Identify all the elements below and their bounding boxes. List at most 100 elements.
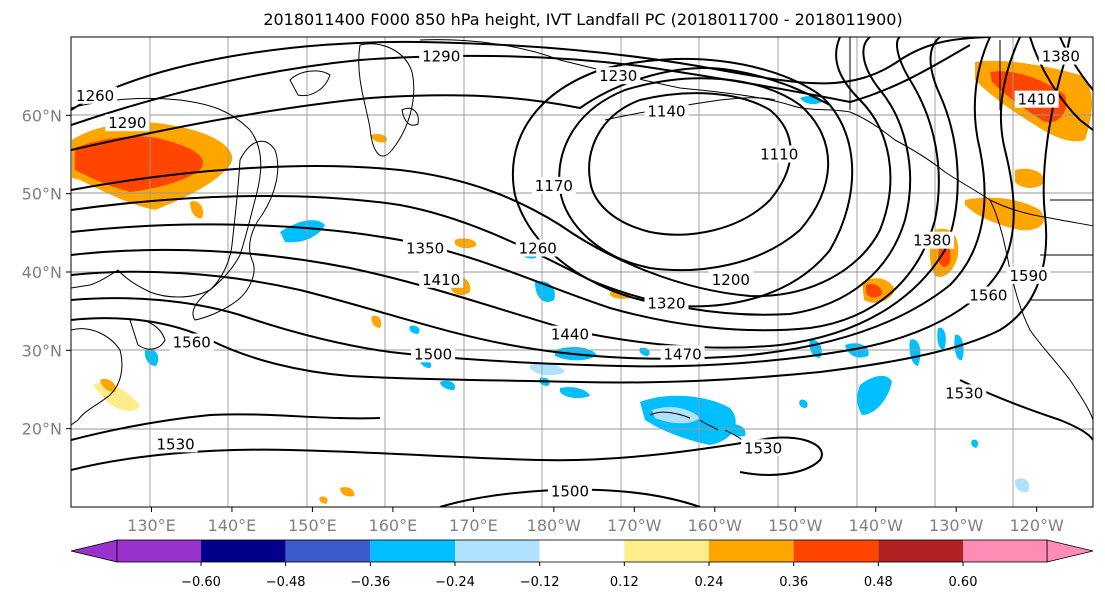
contour-label-bg (419, 47, 464, 65)
contour-label: 1170 (535, 177, 573, 195)
contour-label-bg (910, 231, 955, 249)
colorbar-segment (793, 540, 879, 562)
lon-tick-label: 160°E (369, 516, 418, 535)
contour-label: 1590 (1010, 267, 1048, 285)
contour-label: 1500 (414, 345, 452, 363)
contour-label: 1440 (551, 326, 589, 344)
lon-tick-label: 170°E (449, 516, 498, 535)
colorbar-segment (963, 540, 1047, 562)
colorbar-tick-label: 0.12 (610, 575, 639, 590)
colorbar: −0.60 −0.48 −0.36 −0.24 −0.12 0.12 0.24 0.36 0.4… (70, 539, 1094, 590)
colorbar-tick-label: −0.60 (181, 575, 221, 590)
colorbar-tick-label: −0.36 (350, 575, 390, 590)
contour-label-bg (660, 345, 705, 363)
lon-tick-label: 120°W (1009, 516, 1064, 535)
contour-label: 1350 (406, 240, 444, 258)
contour-label: 1560 (969, 287, 1007, 305)
contour-label: 1470 (663, 345, 701, 363)
lon-tick-label: 140°W (849, 516, 904, 535)
contour-label-bg (1006, 266, 1051, 284)
lon-tick-label: 160°W (688, 516, 743, 535)
colorbar-tick-label: −0.12 (520, 575, 560, 590)
figure-title: 2018011400 F000 850 hPa height, IVT Land… (263, 10, 902, 29)
contour-label: 1110 (760, 146, 798, 164)
colorbar-segment (117, 540, 201, 562)
contour-label: 1200 (712, 271, 750, 289)
colorbar-tick-label: −0.48 (266, 575, 306, 590)
colorbar-segment (201, 540, 286, 562)
contour-label: 1290 (108, 114, 146, 132)
contour-label: 1410 (422, 271, 460, 289)
contour-label-bg (757, 145, 802, 163)
contour-label-bg (403, 239, 448, 257)
contour-label: 1290 (422, 48, 460, 66)
contour-labels: 1290 1260 1290 1230 1140 1110 1170 1260 1350 1410… (73, 47, 1083, 500)
contour-label: 1320 (647, 294, 685, 312)
contour-label: 1410 (1018, 91, 1056, 109)
contour-label-bg (708, 270, 753, 288)
lon-tick-label: 150°W (768, 516, 823, 535)
colorbar-tick-label: −0.24 (435, 575, 475, 590)
contour-label-bg (153, 435, 198, 453)
gridlines (71, 37, 1093, 507)
contour-label: 1530 (945, 384, 983, 402)
lat-tick-label: 30°N (22, 341, 62, 360)
contour-label-bg (547, 482, 592, 500)
contour-label-bg (596, 67, 641, 85)
colorbar-frame (116, 539, 1048, 563)
lat-tick-label: 20°N (22, 420, 62, 439)
colorbar-segment (285, 540, 371, 562)
contour-label: 1230 (599, 67, 637, 85)
contour-label: 1260 (519, 240, 557, 258)
contour-label-bg (105, 114, 150, 132)
colorbar-extend-max (1046, 539, 1094, 563)
latitude-ticks: 60°N 50°N 40°N 30°N 20°N (22, 106, 71, 439)
contour-label-bg (73, 86, 118, 104)
contour-label: 1380 (1042, 48, 1080, 66)
colorbar-tick-label: 0.24 (695, 575, 724, 590)
height-contours (71, 37, 1093, 507)
colorbar-extend-min (70, 539, 118, 563)
contour-label-bg (515, 239, 560, 257)
coastlines (71, 37, 1093, 441)
lon-tick-label: 130°W (929, 516, 984, 535)
colorbar-segment (624, 540, 709, 562)
colorbar-segment (709, 540, 794, 562)
colorbar-tick-label: 0.60 (949, 575, 978, 590)
contour-label-bg (1038, 47, 1083, 65)
lat-tick-label: 60°N (22, 106, 62, 125)
lat-tick-label: 40°N (22, 263, 62, 282)
contour-label: 1560 (173, 334, 211, 352)
contour-label-bg (644, 102, 689, 120)
contour-label-bg (741, 439, 786, 457)
colorbar-segment (539, 540, 625, 562)
colorbar-segment (455, 540, 540, 562)
lat-tick-label: 50°N (22, 185, 62, 204)
map-area: 1290 1260 1290 1230 1140 1110 1170 1260 1350 1410… (71, 37, 1093, 507)
contour-label: 1260 (76, 87, 114, 105)
colorbar-tick-label: 0.36 (779, 575, 808, 590)
contour-label-bg (547, 325, 592, 343)
lon-tick-label: 180°W (527, 516, 582, 535)
contour-label-bg (644, 294, 689, 312)
contour-label: 1500 (551, 482, 589, 500)
contour-label-bg (169, 333, 214, 351)
contour-label: 1140 (647, 102, 685, 120)
contour-label: 1530 (157, 435, 195, 453)
lon-tick-label: 130°E (127, 516, 176, 535)
contour-label-bg (942, 384, 987, 402)
contour-label: 1530 (744, 439, 782, 457)
colorbar-segment (370, 540, 455, 562)
contour-label-bg (1014, 90, 1059, 108)
contour-label-bg (419, 270, 464, 288)
contour-label: 1380 (913, 232, 951, 250)
colorbar-segment (878, 540, 963, 562)
contour-label-bg (531, 176, 576, 194)
longitude-ticks: 130°E 140°E 150°E 160°E 170°E 180°W 170°W 160°W… (127, 507, 1064, 535)
lon-tick-label: 140°E (208, 516, 257, 535)
lon-tick-label: 170°W (607, 516, 662, 535)
lon-tick-label: 150°E (288, 516, 337, 535)
colorbar-tick-label: 0.48 (864, 575, 893, 590)
contour-label-bg (411, 345, 456, 363)
